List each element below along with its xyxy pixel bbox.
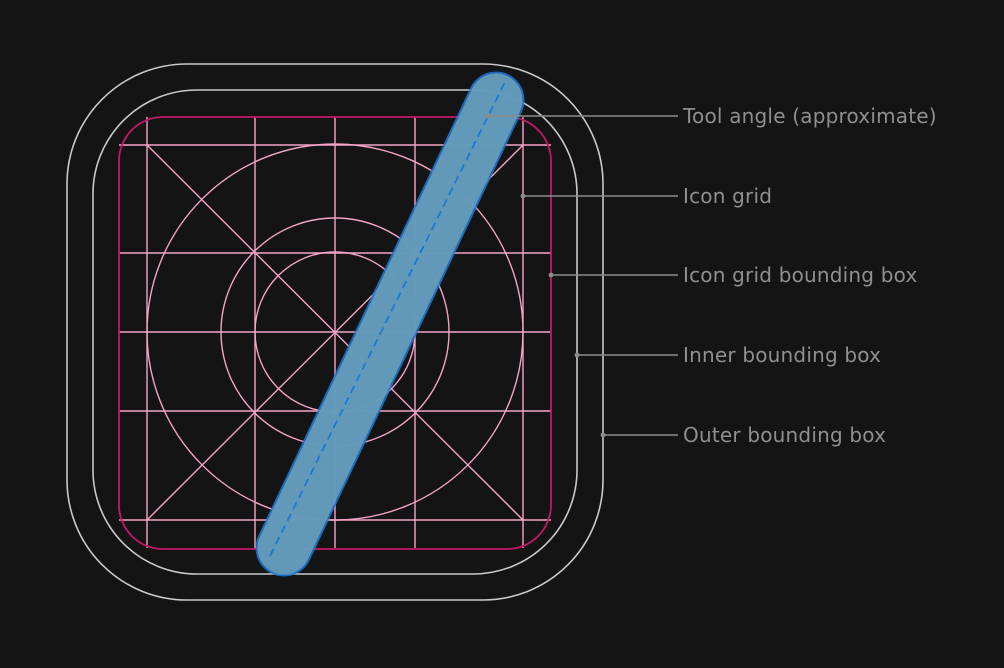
inner-bounding-box [92, 89, 578, 575]
tool-shape [255, 71, 525, 577]
label-outer-bounding-box: Outer bounding box [683, 423, 886, 447]
leader-icon-grid-box-dot [548, 272, 554, 278]
labels: Tool angle (approximate) Icon grid Icon … [682, 104, 937, 447]
grid-circle-large [146, 143, 524, 521]
label-icon-grid-bounding-box: Icon grid bounding box [683, 263, 918, 287]
leader-lines [484, 113, 678, 438]
leader-tool-angle-dot [484, 113, 490, 119]
tool-fill [257, 73, 523, 575]
label-inner-bounding-box: Inner bounding box [683, 343, 881, 367]
leader-icon-grid-dot [520, 193, 526, 199]
outer-bounding-box [66, 63, 604, 601]
leader-inner-box-dot [574, 352, 580, 358]
label-icon-grid: Icon grid [683, 184, 772, 208]
label-tool-angle: Tool angle (approximate) [682, 104, 937, 128]
icon-grid-bounding-box [118, 116, 552, 550]
leader-outer-box-dot [600, 432, 606, 438]
tool-angle-centerline [269, 79, 507, 557]
